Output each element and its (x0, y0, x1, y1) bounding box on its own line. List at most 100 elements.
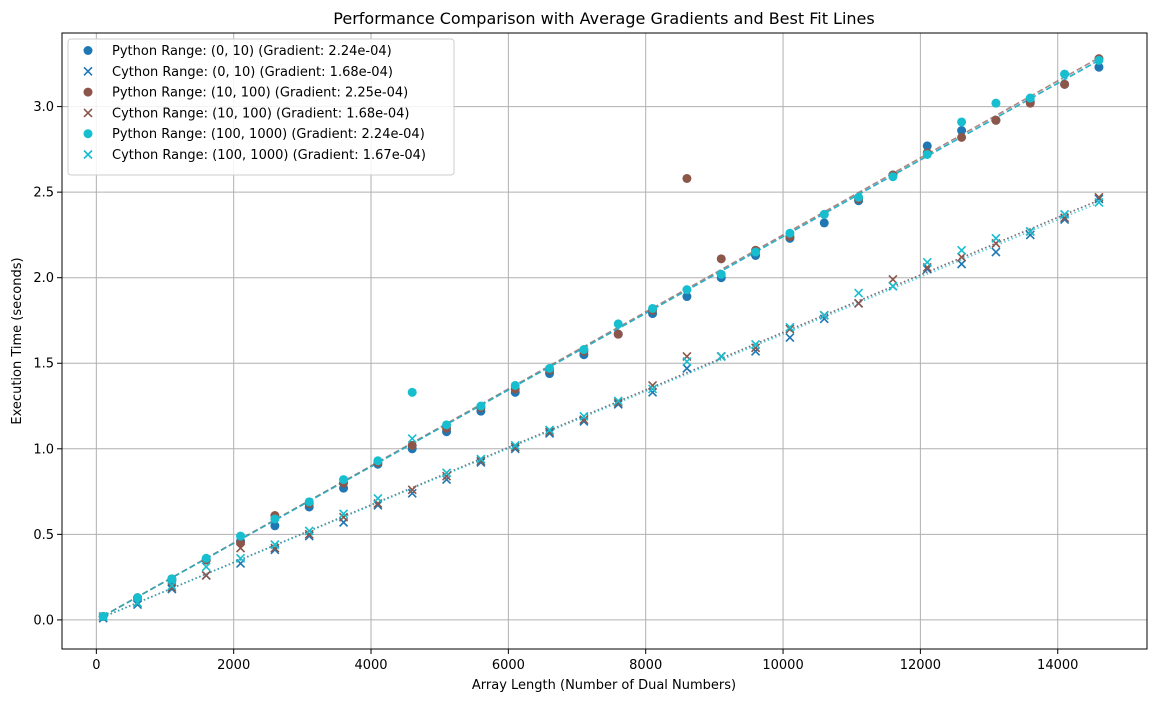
legend-entry: Cython Range: (10, 100) (Gradient: 1.68e… (83, 106, 409, 121)
data-point-x (957, 259, 967, 269)
data-point-circle (957, 117, 967, 127)
data-point-circle (407, 440, 417, 450)
data-point-circle (819, 218, 829, 228)
data-point-x (441, 471, 452, 481)
data-point-circle (133, 593, 143, 603)
data-point-x (991, 233, 1001, 243)
legend-marker (83, 108, 93, 118)
chart-title: Performance Comparison with Average Grad… (333, 9, 874, 28)
data-point-x (270, 543, 280, 553)
data-point-circle (751, 247, 761, 257)
data-point-circle (1094, 62, 1104, 72)
data-point-x (613, 399, 623, 409)
legend-entry: Cython Range: (0, 10) (Gradient: 1.68e-0… (83, 65, 393, 80)
x-axis-label: Array Length (Number of Dual Numbers) (472, 678, 736, 693)
data-point-x (510, 440, 520, 450)
data-point-x (1094, 194, 1104, 204)
data-point-circle (270, 521, 280, 531)
data-point-x (922, 264, 932, 274)
series-3 (98, 192, 1104, 622)
data-point-x (304, 529, 314, 539)
data-point-x (1025, 230, 1035, 240)
fit-line-series-5 (102, 201, 1100, 618)
legend-marker (83, 149, 93, 160)
plot-frame (61, 32, 1148, 650)
x-tick-label: 4000 (354, 658, 387, 673)
series-4 (98, 55, 1104, 621)
data-point-x (819, 314, 829, 324)
data-point-x (751, 339, 761, 349)
data-point-x (201, 570, 211, 580)
data-point-x (785, 322, 795, 332)
gridlines (62, 33, 1147, 649)
data-point-circle (991, 98, 1001, 108)
data-point-circle (167, 574, 177, 584)
legend-entry: Python Range: (0, 10) (Gradient: 2.24e-0… (83, 44, 392, 59)
data-point-x (1025, 226, 1035, 237)
y-tick-label: 0.5 (33, 528, 54, 543)
data-point-x (957, 245, 967, 255)
data-point-x (235, 543, 246, 553)
legend-marker (83, 87, 93, 97)
y-tick-label: 1.0 (33, 442, 54, 457)
data-point-circle (545, 363, 555, 373)
data-point-circle (922, 149, 932, 159)
legend-entry: Cython Range: (100, 1000) (Gradient: 1.6… (83, 148, 426, 163)
data-point-x (201, 562, 211, 572)
data-point-circle (682, 292, 692, 302)
data-point-x (1060, 209, 1070, 219)
legend-marker (83, 129, 93, 139)
legend-label: Cython Range: (0, 10) (Gradient: 1.68e-0… (112, 65, 393, 80)
data-point-circle (716, 269, 726, 279)
legend-label: Cython Range: (10, 100) (Gradient: 1.68e… (112, 106, 409, 121)
data-point-x (888, 281, 898, 291)
data-point-circle (339, 475, 349, 485)
fit-line-series-4 (102, 59, 1100, 617)
data-point-circle (888, 172, 898, 182)
legend: Python Range: (0, 10) (Gradient: 2.24e-0… (67, 38, 455, 176)
legend-marker (83, 66, 93, 76)
data-point-circle (854, 192, 864, 202)
data-point-x (613, 396, 623, 406)
data-point-x (716, 351, 726, 361)
fit-lines (102, 57, 1100, 618)
y-tick-label: 2.0 (33, 271, 54, 286)
data-point-x (338, 512, 349, 522)
x-axis-ticks: 0 2000 4000 6000 8000 10000 12000 14000 (92, 649, 1078, 673)
data-point-x (476, 454, 486, 464)
data-point-x (304, 526, 314, 536)
data-point-x (132, 598, 143, 608)
x-tick-label: 10000 (762, 658, 803, 673)
data-point-x (991, 247, 1001, 257)
data-point-circle (682, 173, 692, 183)
y-tick-label: 0.0 (33, 613, 54, 628)
data-point-x (476, 457, 486, 468)
data-point-x (751, 343, 761, 353)
data-point-x (751, 346, 761, 356)
data-point-x (854, 298, 864, 308)
legend-label: Cython Range: (100, 1000) (Gradient: 1.6… (112, 148, 426, 163)
data-point-circle (236, 531, 246, 541)
data-point-x (1060, 213, 1070, 223)
data-point-x (441, 468, 452, 478)
legend-label: Python Range: (10, 100) (Gradient: 2.25e… (112, 86, 408, 101)
data-point-circle (1060, 79, 1070, 89)
data-point-x (407, 485, 417, 495)
data-point-x (682, 356, 692, 367)
data-point-x (682, 363, 692, 373)
data-point-circle (373, 456, 383, 466)
data-point-circle (304, 497, 314, 507)
legend-box (67, 38, 455, 176)
data-point-circle (785, 228, 795, 238)
data-point-x (922, 257, 932, 267)
x-tick-label: 12000 (900, 658, 941, 673)
data-points (98, 54, 1104, 623)
data-point-x (167, 581, 177, 591)
data-point-circle (579, 345, 589, 355)
data-point-circle (682, 285, 692, 295)
data-point-circle (613, 329, 623, 339)
x-tick-label: 14000 (1037, 658, 1078, 673)
data-point-circle (476, 401, 486, 411)
data-point-x (132, 599, 143, 610)
